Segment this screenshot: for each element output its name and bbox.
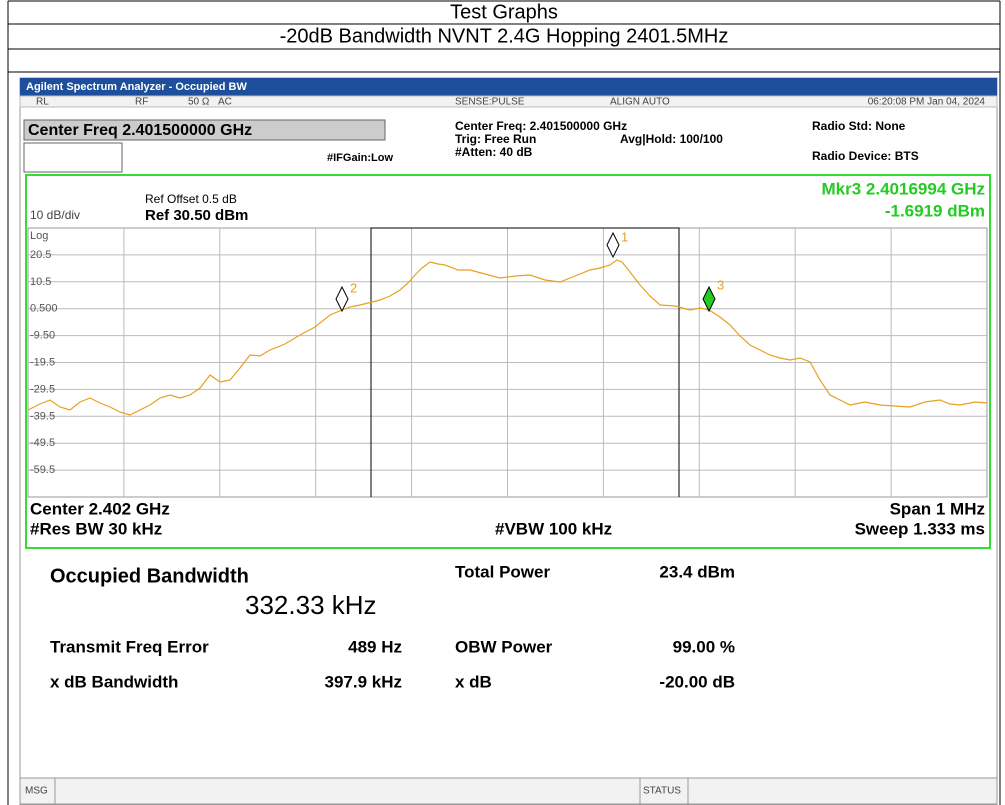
y-label: 10.5 <box>30 276 51 288</box>
obw-label: Occupied Bandwidth <box>50 565 249 587</box>
y-label: -39.5 <box>30 410 55 422</box>
setting: Trig: Free Run <box>455 132 536 146</box>
y-labels: Log 20.5 10.5 0.500 -9.50 -19.5 -29.5 -39.5 -49.… <box>30 230 58 476</box>
message-bar <box>19 777 998 805</box>
status: 50 Ω <box>188 97 210 108</box>
result-label: OBW Power <box>455 637 553 656</box>
doc-subtitle: -20dB Bandwidth NVNT 2.4G Hopping 2401.5… <box>280 25 729 47</box>
marker-level: -1.6919 dBm <box>885 201 985 220</box>
y-label: -59.5 <box>30 464 55 476</box>
y-label: Log <box>30 230 48 242</box>
status: ALIGN AUTO <box>610 97 670 108</box>
setting: #Atten: 40 dB <box>455 145 533 159</box>
y-label: 20.5 <box>30 249 51 261</box>
marker-freq: Mkr3 2.4016994 GHz <box>822 179 986 198</box>
result-value: 99.00 % <box>673 637 735 656</box>
marker-label: 3 <box>717 277 724 292</box>
setting: Center Freq: 2.401500000 GHz <box>455 119 627 133</box>
trace <box>27 259 988 416</box>
result-value: 397.9 kHz <box>325 672 403 691</box>
setting: Radio Device: BTS <box>812 149 919 163</box>
status-label: STATUS <box>643 786 681 797</box>
marker-label: 1 <box>621 229 628 244</box>
obw-value: 332.33 kHz <box>245 590 377 620</box>
status-row <box>19 95 998 108</box>
y-label: -29.5 <box>30 383 55 395</box>
sweep: Sweep 1.333 ms <box>855 519 985 538</box>
center-freq: Center Freq 2.401500000 GHz <box>28 122 252 139</box>
y-label: -9.50 <box>30 330 55 342</box>
y-label: -19.5 <box>30 356 55 368</box>
msg: MSG <box>25 786 48 797</box>
title-bar <box>20 78 997 96</box>
res-bw: #Res BW 30 kHz <box>30 519 162 538</box>
result-value: -20.00 dB <box>659 672 735 691</box>
doc-frame <box>7 0 1001 805</box>
span: Span 1 MHz <box>890 499 985 518</box>
status: RL <box>36 97 49 108</box>
scale: 10 dB/div <box>30 208 80 222</box>
y-label: 0.500 <box>30 303 58 315</box>
setting: Radio Std: None <box>812 119 906 133</box>
y-label: -49.5 <box>30 437 55 449</box>
ref-offset: Ref Offset 0.5 dB <box>145 192 237 206</box>
marker-diamond <box>606 231 620 259</box>
input-box <box>23 142 123 173</box>
ref-level: Ref 30.50 dBm <box>145 207 248 224</box>
status: RF <box>135 97 148 108</box>
status: AC <box>218 97 232 108</box>
vbw: #VBW 100 kHz <box>495 519 612 538</box>
center-freq-box <box>23 119 386 141</box>
status: 06:20:08 PM Jan 04, 2024 <box>868 97 986 108</box>
result-label: x dB Bandwidth <box>50 672 178 691</box>
result-label: Total Power <box>455 562 550 581</box>
doc-title: Test Graphs <box>450 1 558 23</box>
marker: 1 2 3 <box>335 229 724 313</box>
setting: #IFGain:Low <box>327 152 393 164</box>
window-title: Agilent Spectrum Analyzer - Occupied BW <box>26 81 247 93</box>
result-value: 23.4 dBm <box>659 562 735 581</box>
marker-diamond <box>702 285 716 313</box>
marker-diamond <box>335 285 349 313</box>
marker-label: 2 <box>350 280 357 295</box>
result-label: Transmit Freq Error <box>50 637 209 656</box>
center: Center 2.402 GHz <box>30 499 170 518</box>
status: SENSE:PULSE <box>455 97 525 108</box>
result-value: 489 Hz <box>348 637 402 656</box>
result-label: x dB <box>455 672 492 691</box>
setting: Avg|Hold: 100/100 <box>620 132 723 146</box>
obw-bounds <box>370 227 680 497</box>
